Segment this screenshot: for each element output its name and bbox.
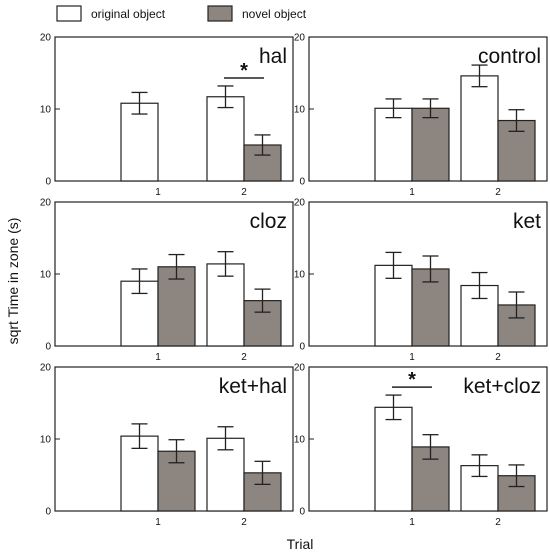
panel-hal: 0 10 20 1 2 * hal	[40, 33, 294, 198]
y-axis-title: sqrt Time in zone (s)	[5, 218, 21, 345]
bar-original-trial-2	[206, 263, 245, 347]
legend-label-original: original object	[91, 7, 166, 21]
x-tick-label: 1	[409, 187, 415, 198]
panel-ket: 0 10 20 1 2 ket	[294, 198, 548, 363]
y-tick-label: 10	[294, 435, 306, 446]
panel-control: 0 10 20 1 2 control	[294, 33, 548, 198]
y-tick-label: 0	[45, 342, 51, 353]
y-tick-label: 10	[294, 270, 306, 281]
panel-title: ket+cloz	[463, 375, 541, 398]
y-tick-label: 0	[299, 342, 305, 353]
x-tick-label: 2	[241, 517, 247, 528]
legend-swatch-original	[56, 5, 82, 22]
legend-label-novel: novel object	[242, 7, 307, 21]
y-tick-label: 10	[40, 270, 52, 281]
y-tick-label: 20	[40, 33, 52, 44]
bar-novel-trial-1	[157, 266, 196, 347]
panel-ket-plus-hal: 0 10 20 1 2 ket+hal	[40, 363, 294, 528]
panel-title: hal	[259, 45, 287, 68]
significance-star: *	[408, 369, 416, 391]
x-tick-label: 2	[495, 517, 501, 528]
bar-original-trial-1	[374, 406, 413, 512]
y-tick-label: 20	[40, 198, 52, 209]
x-tick-label: 1	[409, 352, 415, 363]
y-tick-label: 20	[40, 363, 52, 374]
x-tick-label: 2	[241, 187, 247, 198]
panel-title: cloz	[250, 210, 287, 233]
bar-original-trial-1	[374, 107, 413, 182]
y-tick-label: 20	[294, 198, 306, 209]
x-tick-label: 1	[155, 517, 161, 528]
x-tick-label: 2	[241, 352, 247, 363]
panel-title: ket	[513, 210, 541, 233]
significance-star: *	[240, 60, 248, 82]
panel-ket-plus-cloz: 0 10 20 1 2 * ket+cloz	[294, 363, 548, 528]
bar-novel-trial-1	[411, 107, 450, 182]
x-tick-label: 2	[495, 187, 501, 198]
y-tick-label: 10	[40, 105, 52, 116]
panel-title: ket+hal	[219, 375, 287, 398]
x-axis-title: Trial	[287, 536, 314, 552]
bar-original-trial-2	[206, 96, 245, 182]
x-tick-label: 2	[495, 352, 501, 363]
bar-original-trial-2	[460, 75, 499, 182]
y-tick-label: 20	[294, 363, 306, 374]
panel-cloz: 0 10 20 1 2 cloz	[40, 198, 294, 363]
legend-swatch-novel	[207, 5, 233, 22]
x-tick-label: 1	[155, 352, 161, 363]
bar-original-trial-1	[120, 102, 159, 182]
panel-title: control	[478, 45, 541, 68]
y-tick-label: 20	[294, 33, 306, 44]
legend: original object novel object	[56, 5, 307, 22]
x-tick-label: 1	[409, 517, 415, 528]
y-tick-label: 0	[299, 507, 305, 518]
x-tick-label: 1	[155, 187, 161, 198]
bar-novel-trial-2	[497, 475, 536, 512]
y-tick-label: 10	[40, 435, 52, 446]
y-tick-label: 0	[299, 177, 305, 188]
y-tick-label: 0	[45, 177, 51, 188]
y-tick-label: 10	[294, 105, 306, 116]
y-tick-label: 0	[45, 507, 51, 518]
